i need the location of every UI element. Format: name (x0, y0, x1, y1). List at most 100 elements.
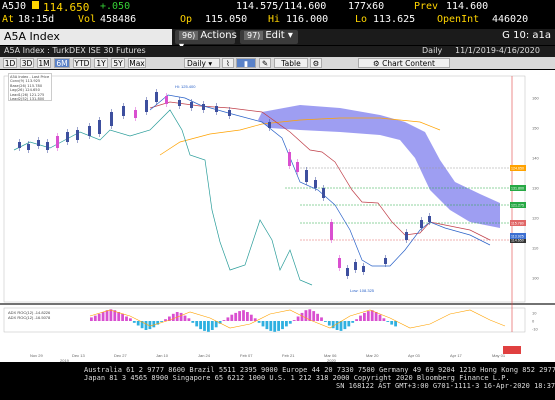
histogram-bar (343, 321, 347, 330)
histogram-bar (285, 321, 288, 327)
low-annotation: Low: 108.325 (350, 288, 375, 293)
range-button-1d[interactable]: 1D (3, 58, 17, 68)
edit-menu[interactable]: 97) Edit ▾ (240, 30, 298, 44)
candle-body (98, 120, 101, 134)
range-button-6m[interactable]: 6M (54, 58, 70, 68)
candle-body (66, 132, 69, 142)
histogram-bar (378, 314, 382, 321)
candle-body (46, 142, 49, 150)
candle-body (178, 100, 181, 106)
histogram-bar (218, 321, 222, 324)
histogram-bar (171, 313, 175, 321)
range-button-ytd[interactable]: YTD (73, 58, 91, 68)
price-tag (510, 185, 526, 191)
histogram-bar (148, 321, 152, 330)
chart-type-icon[interactable]: ▮ (236, 58, 256, 68)
histogram-bar (199, 321, 202, 330)
price-tag-label: 131.800 (511, 187, 524, 191)
chart-content-icon: ⚙ (373, 59, 383, 68)
chart-content-button[interactable]: ⚙ Chart Content (358, 58, 450, 68)
x-tick-label: Dec 13 (72, 353, 85, 358)
y-tick-label: 140 (532, 156, 539, 161)
histogram-bar (203, 321, 206, 331)
x-tick-label: Nov 29 (30, 353, 43, 358)
frequency-label: Daily (422, 46, 443, 55)
low-label: Lo (355, 14, 368, 25)
candle-body (18, 142, 21, 148)
candle-body (384, 258, 387, 264)
range-button-3d[interactable]: 3D (20, 58, 34, 68)
histogram-bar (390, 321, 394, 325)
legend-item: Lead2(52) 131.800 (10, 97, 45, 102)
actions-label: Actions (200, 30, 237, 41)
y-tick-label: 100 (532, 276, 539, 281)
candle-body (322, 188, 325, 198)
histogram-bar (327, 321, 331, 326)
histogram-bar (136, 321, 140, 326)
histogram-bar (347, 321, 351, 327)
histogram-bar (363, 312, 366, 321)
lead2-line (159, 117, 441, 156)
settings-icon[interactable]: ⚙ (310, 58, 322, 68)
histogram-bar (335, 321, 339, 330)
histogram-bar (210, 321, 214, 330)
candle-body (202, 104, 205, 110)
title-strip: A5A Index : TurkDEX ISE 30 Futures Daily… (0, 46, 555, 57)
range-button-5y[interactable]: 5Y (111, 58, 125, 68)
histogram-bar (242, 310, 245, 321)
histogram-bar (234, 312, 238, 321)
candle-body (37, 140, 40, 146)
histogram-bar (269, 321, 273, 331)
quote-symbol[interactable]: A5J0 (2, 1, 27, 12)
footer-line-1: Australia 61 2 9777 8600 Brazil 5511 239… (84, 366, 555, 374)
candle-body (88, 126, 91, 136)
histogram-bar (292, 320, 296, 321)
histogram-bar (168, 316, 171, 321)
ichimoku-cloud (258, 105, 500, 228)
candle-body (338, 258, 341, 268)
range-button-1m[interactable]: 1M (37, 58, 51, 68)
range-button-max[interactable]: Max (128, 58, 146, 68)
histogram-bar (316, 313, 319, 321)
range-button-1y[interactable]: 1Y (94, 58, 108, 68)
table-button[interactable]: Table (274, 58, 308, 68)
line-style-icon[interactable]: ⌇ (222, 58, 234, 68)
histogram-bar (253, 318, 257, 321)
histogram-bar (246, 312, 249, 321)
price-tag-label: 121.275 (511, 204, 524, 208)
histogram-bar (125, 316, 128, 321)
candle-body (296, 162, 299, 172)
price-tag (510, 165, 526, 171)
histogram-bar (164, 319, 167, 321)
chart-area[interactable]: 160 150 140 130 120 110 100 10 0 -10 Nov 29 Dec 13 D… (0, 70, 555, 362)
histogram-bar (281, 321, 284, 330)
legend-item: Lag(26) 124.650 (10, 88, 40, 93)
legend-item: Lead1(26) 121.275 (10, 92, 45, 97)
histogram-bar (249, 314, 253, 321)
sub-legend-label: ADX ROC(12) -16.5078 (8, 315, 51, 320)
histogram-bar (370, 310, 374, 321)
function-bar: A5A Index 96)Actions ▾ 97)Edit ▾ G 10: a… (0, 29, 555, 52)
draw-tool-icon[interactable]: ✎ (259, 58, 271, 68)
signal-line (89, 309, 506, 329)
candle-body (122, 106, 125, 116)
footer-ticker: Australia 61 2 9777 8600 Brazil 5511 239… (0, 362, 555, 400)
candle-body (165, 96, 168, 104)
chevron-down-icon: ▾ (205, 59, 213, 68)
sub-y-tick-label: 0 (532, 319, 535, 324)
x-tick-label: May 01 (492, 353, 506, 358)
oi-label: OpenInt (437, 14, 480, 25)
actions-menu[interactable]: 96)Actions ▾ (175, 30, 237, 52)
legend-item: Conv(9) 113.925 (10, 79, 41, 84)
candle-body (56, 136, 59, 148)
ticker-input[interactable]: A5A Index (0, 29, 172, 45)
security-title: A5A Index : TurkDEX ISE 30 Futures (4, 46, 146, 55)
candle-body (354, 262, 357, 270)
candle-body (428, 216, 431, 222)
histogram-bar (222, 320, 226, 321)
y-tick-label: 150 (532, 126, 539, 131)
period-select[interactable]: Daily ▾ (184, 58, 220, 68)
histogram-bar (101, 312, 105, 321)
histogram-bar (175, 312, 179, 321)
